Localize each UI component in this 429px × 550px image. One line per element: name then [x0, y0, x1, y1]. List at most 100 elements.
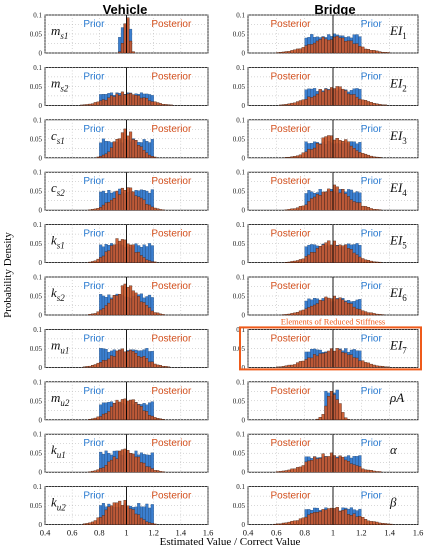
posterior-bar	[358, 309, 362, 316]
legend-posterior: Posterior	[151, 229, 192, 240]
posterior-bar	[88, 522, 92, 525]
posterior-bar	[346, 514, 351, 525]
posterior-bar	[290, 50, 294, 54]
posterior-bar	[380, 51, 385, 54]
posterior-bar	[104, 99, 108, 106]
y-tick-label: 0.1	[33, 169, 42, 177]
y-tick-label: 0.05	[233, 502, 246, 510]
posterior-bar	[346, 196, 351, 211]
posterior-bar	[134, 513, 138, 525]
posterior-bar	[321, 509, 325, 525]
posterior-bar	[93, 364, 97, 368]
legend-posterior: Posterior	[270, 438, 311, 449]
posterior-bar	[104, 251, 108, 263]
posterior-bar	[131, 139, 135, 158]
posterior-bar	[137, 404, 141, 420]
parameter-label: EI6	[389, 285, 407, 303]
posterior-bar	[352, 464, 356, 473]
posterior-bar	[338, 192, 342, 211]
posterior-bar	[99, 416, 103, 420]
highlight-label: Elements of Reduced Stiffness	[281, 316, 385, 326]
legend-posterior: Posterior	[270, 19, 311, 30]
posterior-bar	[293, 260, 297, 263]
posterior-bar	[349, 94, 354, 106]
posterior-bar	[287, 469, 291, 473]
y-tick-label: 0.1	[33, 431, 42, 439]
posterior-bar	[298, 466, 303, 473]
y-tick-label: 0	[242, 50, 246, 58]
posterior-bar	[137, 356, 141, 368]
posterior-bar	[310, 460, 314, 473]
posterior-bar	[284, 51, 288, 54]
posterior-bar	[131, 399, 135, 420]
posterior-bar	[287, 103, 291, 106]
posterior-bar	[315, 93, 320, 106]
posterior-bar	[304, 45, 308, 54]
posterior-bar	[318, 458, 322, 473]
posterior-bar	[380, 366, 385, 368]
posterior-bar	[298, 518, 303, 525]
parameter-label: ku1	[51, 442, 66, 460]
posterior-bar	[158, 313, 162, 316]
legend-posterior: Posterior	[151, 176, 192, 187]
y-tick-label: 0	[242, 259, 246, 267]
posterior-bar	[158, 418, 162, 420]
posterior-bar	[107, 151, 111, 158]
posterior-bar	[352, 43, 356, 54]
posterior-bar	[101, 467, 105, 473]
posterior-bar	[338, 297, 342, 316]
posterior-bar	[301, 517, 305, 525]
posterior-bar	[321, 414, 325, 420]
posterior-bar	[110, 459, 114, 473]
posterior-bar	[318, 89, 322, 106]
posterior-bar	[145, 152, 149, 158]
posterior-bar	[327, 350, 331, 368]
posterior-bar	[287, 209, 291, 211]
y-tick-label: 0.05	[30, 397, 43, 405]
posterior-bar	[295, 48, 300, 54]
y-tick-label: 0	[39, 469, 43, 477]
posterior-bar	[318, 299, 322, 316]
posterior-bar	[293, 312, 297, 316]
panel-bridge-5: 0 0.05 0.1 Prior Posterior EI5	[233, 221, 419, 267]
posterior-bar	[287, 313, 291, 316]
posterior-bar	[338, 86, 342, 106]
posterior-bar	[137, 514, 141, 525]
posterior-bar	[315, 143, 320, 158]
posterior-bar	[355, 516, 359, 525]
y-tick-label: 0.1	[33, 12, 42, 20]
y-tick-label: 0.05	[30, 293, 43, 301]
posterior-bar	[104, 305, 108, 316]
posterior-bar	[363, 206, 368, 211]
posterior-bar	[281, 51, 286, 54]
posterior-bar	[88, 261, 92, 263]
panel-bridge-9: 0 0.05 0.1 Prior Posterior α	[233, 431, 419, 477]
posterior-bar	[361, 258, 365, 263]
posterior-bar	[115, 238, 119, 263]
posterior-bar	[96, 469, 100, 473]
posterior-bar	[137, 456, 141, 473]
legend-prior: Prior	[361, 19, 383, 30]
posterior-bar	[148, 466, 152, 473]
posterior-bar	[372, 470, 376, 473]
posterior-bar	[335, 245, 339, 263]
posterior-bar	[101, 99, 105, 106]
posterior-bar	[129, 131, 133, 158]
posterior-bar	[315, 418, 320, 420]
posterior-bar	[341, 141, 345, 158]
posterior-bar	[293, 156, 297, 158]
posterior-bar	[131, 509, 135, 525]
posterior-bar	[169, 104, 173, 106]
posterior-bar	[295, 101, 300, 106]
posterior-bar	[361, 99, 365, 106]
posterior-bar	[355, 357, 359, 368]
y-tick-label: 0.1	[33, 378, 42, 386]
posterior-bar	[338, 511, 342, 525]
posterior-bar	[293, 520, 297, 525]
posterior-bar	[110, 355, 114, 368]
posterior-bar	[284, 470, 288, 473]
posterior-bar	[324, 38, 328, 54]
posterior-bar	[99, 362, 103, 368]
posterior-bar	[383, 104, 388, 106]
